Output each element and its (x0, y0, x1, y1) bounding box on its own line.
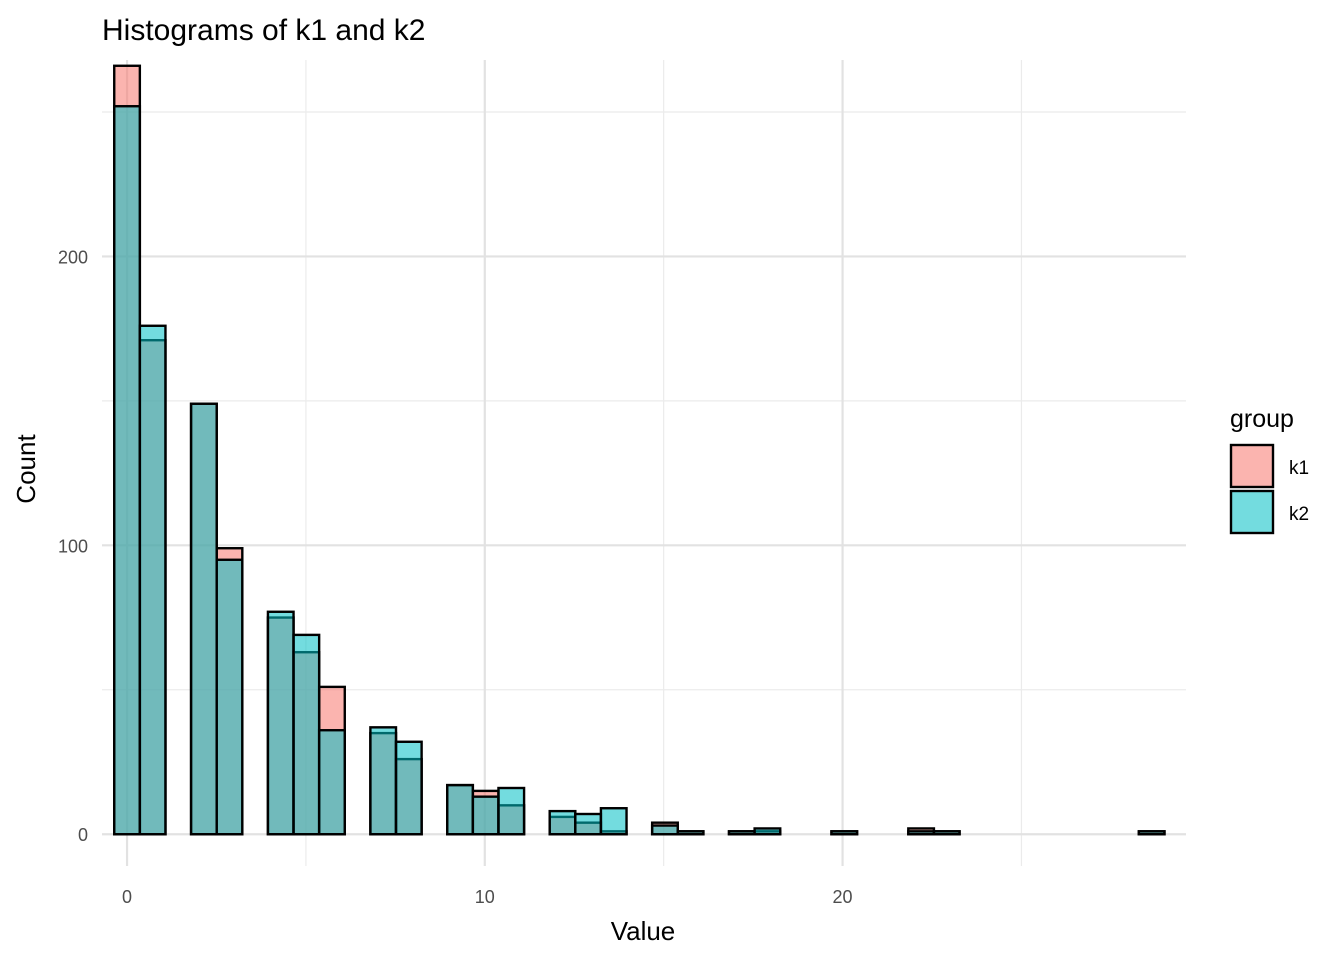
bar-k2-18 (753, 827, 782, 836)
bar-k2-8 (394, 740, 423, 836)
legend-label-k2: k2 (1289, 504, 1309, 525)
bar-k2-21 (932, 830, 961, 836)
x-tick-label: 20 (833, 887, 853, 907)
bar-k2-14 (599, 807, 628, 836)
bar-k2-4 (266, 610, 295, 836)
legend-items: k1 k2 (1229, 443, 1309, 535)
bar-k2-6 (317, 729, 346, 836)
bar-k2-7 (369, 726, 398, 836)
y-tick-label: 200 (58, 247, 88, 267)
bar-k2-2 (189, 402, 218, 836)
x-axis-title: Value (611, 916, 676, 946)
legend-title: group (1230, 405, 1294, 433)
bar-k2-11 (497, 786, 526, 836)
bar-k2-9 (446, 783, 475, 836)
bars-layer (113, 64, 1166, 836)
bar-k2-20 (907, 830, 936, 836)
legend: group k1 k2 (1229, 405, 1309, 535)
bar-k2-10 (471, 795, 500, 836)
bar-k2-0 (113, 105, 142, 836)
x-tick-label: 0 (122, 887, 132, 907)
y-axis-title: Count (11, 434, 41, 504)
legend-swatch-k2 (1229, 489, 1275, 535)
legend-swatch-k1 (1229, 443, 1275, 489)
legend-label-k1: k1 (1289, 458, 1309, 479)
chart-title: Histograms of k1 and k2 (102, 14, 425, 47)
grid-major (102, 60, 1186, 866)
bar-k2-19 (830, 830, 859, 836)
bar-k2-17 (727, 830, 756, 836)
x-tick-label: 10 (475, 887, 495, 907)
bar-k2-13 (574, 812, 603, 836)
bar-k2-1 (138, 324, 167, 836)
y-axis-ticks: 0 100 200 (58, 247, 88, 845)
bar-k2-15 (650, 824, 679, 836)
bar-k2-3 (215, 558, 244, 836)
bar-k2-16 (676, 830, 705, 836)
grid-minor (102, 60, 1186, 866)
bar-k2-12 (548, 809, 577, 836)
bar-k2-5 (292, 633, 321, 836)
x-axis-ticks: 0 10 20 (122, 887, 853, 907)
bar-k2-22 (1137, 830, 1166, 836)
y-tick-label: 100 (58, 536, 88, 556)
y-tick-label: 0 (78, 825, 88, 845)
